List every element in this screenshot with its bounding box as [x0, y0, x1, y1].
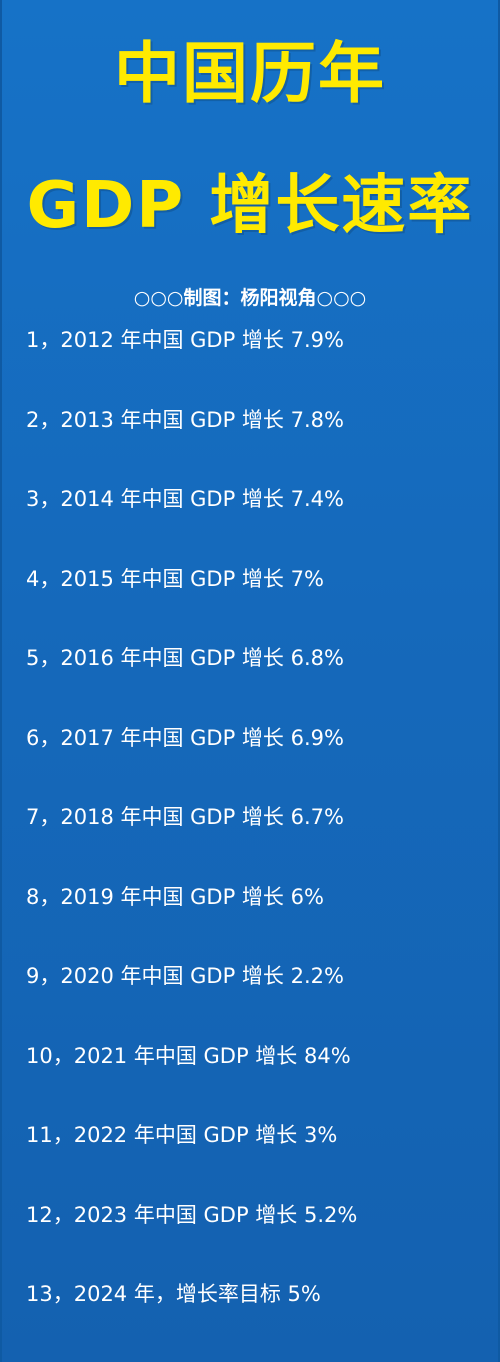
list-item: 5，2016 年中国 GDP 增长 6.8%	[26, 646, 344, 670]
list-item: 2，2013 年中国 GDP 增长 7.8%	[26, 407, 344, 432]
list-item: 10，2021 年中国 GDP 增长 84%	[26, 1043, 351, 1068]
list-item: 1，2012 年中国 GDP 增长 7.9%	[26, 328, 344, 352]
list-item: 13，2024 年，增长率目标 5%	[26, 1282, 321, 1306]
title-line-1: 中国历年	[114, 35, 386, 112]
list-item: 7，2018 年中国 GDP 增长 6.7%	[26, 805, 344, 829]
title-line-2: GDP 增长速率	[26, 169, 474, 243]
list-item: 6，2017 年中国 GDP 增长 6.9%	[26, 725, 344, 750]
list-item: 11，2022 年中国 GDP 增长 3%	[26, 1123, 338, 1147]
list-item: 8，2019 年中国 GDP 增长 6%	[26, 884, 324, 909]
list-item: 4，2015 年中国 GDP 增长 7%	[26, 566, 324, 591]
credit-line: ○○○制图：杨阳视角○○○	[133, 287, 367, 309]
gdp-growth-list: 1，2012 年中国 GDP 增长 7.9% 2，2013 年中国 GDP 增长…	[26, 322, 357, 1356]
list-item: 12，2023 年中国 GDP 增长 5.2%	[26, 1202, 358, 1227]
list-item: 9，2020 年中国 GDP 增长 2.2%	[26, 964, 344, 988]
list-item: 3，2014 年中国 GDP 增长 7.4%	[26, 487, 344, 511]
